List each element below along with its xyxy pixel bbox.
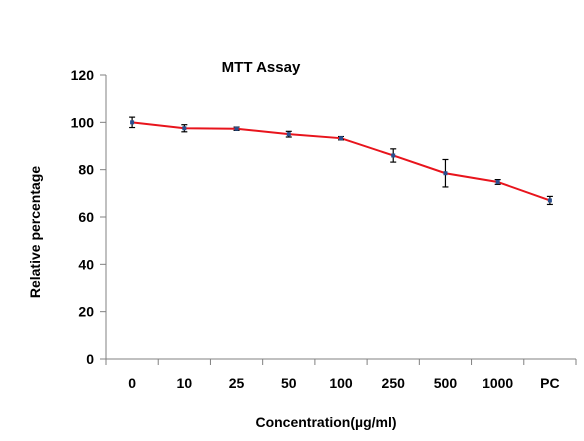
x-tick-label: 10: [177, 375, 193, 391]
data-point: [339, 136, 343, 141]
series-layer: [129, 116, 553, 206]
x-tick-label: 50: [281, 375, 297, 391]
data-point: [286, 132, 291, 137]
x-tick-label: PC: [540, 375, 559, 391]
y-tick-label: 100: [71, 114, 95, 130]
x-axis: 0 10 25 50 100 250 500 1000 PC: [105, 358, 577, 391]
y-tick-label: 0: [86, 351, 94, 367]
data-point: [182, 126, 187, 131]
x-tick-label: 250: [382, 375, 406, 391]
y-tick-label: 120: [71, 67, 95, 83]
data-point: [495, 179, 500, 184]
data-point: [391, 153, 396, 158]
x-tick-label: 0: [128, 375, 136, 391]
y-tick-label: 20: [78, 304, 94, 320]
x-tick-label: 25: [229, 375, 245, 391]
y-tick-label: 80: [78, 162, 94, 178]
data-point: [234, 126, 239, 131]
y-axis-label: Relative percentage: [27, 166, 43, 298]
series-line: [131, 121, 551, 202]
chart-title: MTT Assay: [222, 59, 301, 76]
x-tick-label: 100: [329, 375, 353, 391]
x-tick-label: 500: [434, 375, 458, 391]
data-point: [443, 171, 448, 176]
data-point: [130, 120, 135, 125]
y-tick-label: 60: [78, 209, 94, 225]
y-axis: 0 20 40 60 80 100 120: [71, 67, 107, 367]
x-axis-label: Concentration(µg/ml): [255, 414, 396, 430]
data-point: [547, 198, 552, 203]
x-tick-label: 1000: [482, 375, 513, 391]
y-tick-label: 40: [78, 256, 94, 272]
